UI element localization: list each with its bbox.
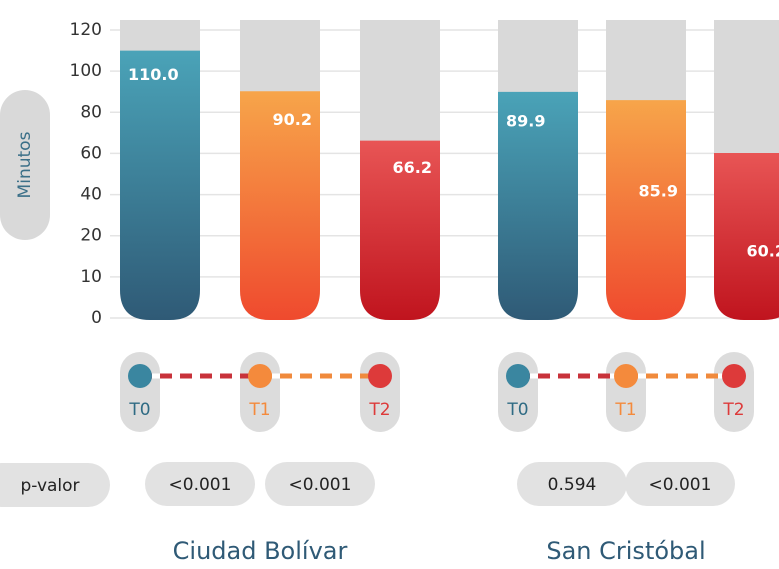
value-label: 85.9 — [639, 182, 678, 201]
p-value: <0.001 — [649, 475, 712, 495]
y-tick-label: 0 — [91, 308, 102, 328]
p-value-pill — [517, 462, 627, 506]
bar — [498, 91, 578, 320]
category-label: Ciudad Bolívar — [173, 537, 348, 565]
p-value-pill — [145, 462, 255, 506]
legend-label: T1 — [248, 400, 270, 420]
category-label: San Cristóbal — [546, 537, 705, 565]
y-tick-label: 60 — [80, 143, 102, 163]
y-tick-label: 80 — [80, 102, 102, 122]
timeline-dot — [506, 364, 530, 388]
timeline-dot — [368, 364, 392, 388]
value-label: 60.2 — [747, 242, 779, 261]
timeline-dot — [248, 364, 272, 388]
y-tick-label: 40 — [80, 185, 102, 205]
bar — [606, 100, 686, 320]
legend-label: T0 — [128, 400, 150, 420]
p-value: <0.001 — [169, 475, 232, 495]
p-value: <0.001 — [289, 475, 352, 495]
timeline-dot — [722, 364, 746, 388]
p-value: 0.594 — [548, 475, 597, 495]
y-tick-label: 100 — [70, 61, 102, 81]
value-label: 89.9 — [506, 111, 545, 130]
y-tick-label: 10 — [80, 267, 102, 287]
bar — [240, 91, 320, 320]
p-label-pill — [0, 463, 110, 507]
legend-label: T2 — [722, 400, 744, 420]
bar — [120, 50, 200, 320]
p-value-pill — [625, 462, 735, 506]
legend-label: T0 — [506, 400, 528, 420]
value-label: 90.2 — [273, 110, 312, 129]
legend-label: T1 — [614, 400, 636, 420]
legend-label: T2 — [368, 400, 390, 420]
p-label: p-valor — [20, 476, 79, 496]
y-tick-label: 120 — [70, 20, 102, 40]
bar — [360, 140, 440, 320]
y-label-pill — [0, 90, 50, 240]
p-value-pill — [265, 462, 375, 506]
y-tick-label: 20 — [80, 226, 102, 246]
value-label: 66.2 — [393, 158, 432, 177]
value-label: 110.0 — [128, 65, 179, 84]
timeline-dot — [128, 364, 152, 388]
bar — [714, 153, 779, 320]
timeline-dot — [614, 364, 638, 388]
y-axis-label: Minutos — [15, 131, 35, 198]
